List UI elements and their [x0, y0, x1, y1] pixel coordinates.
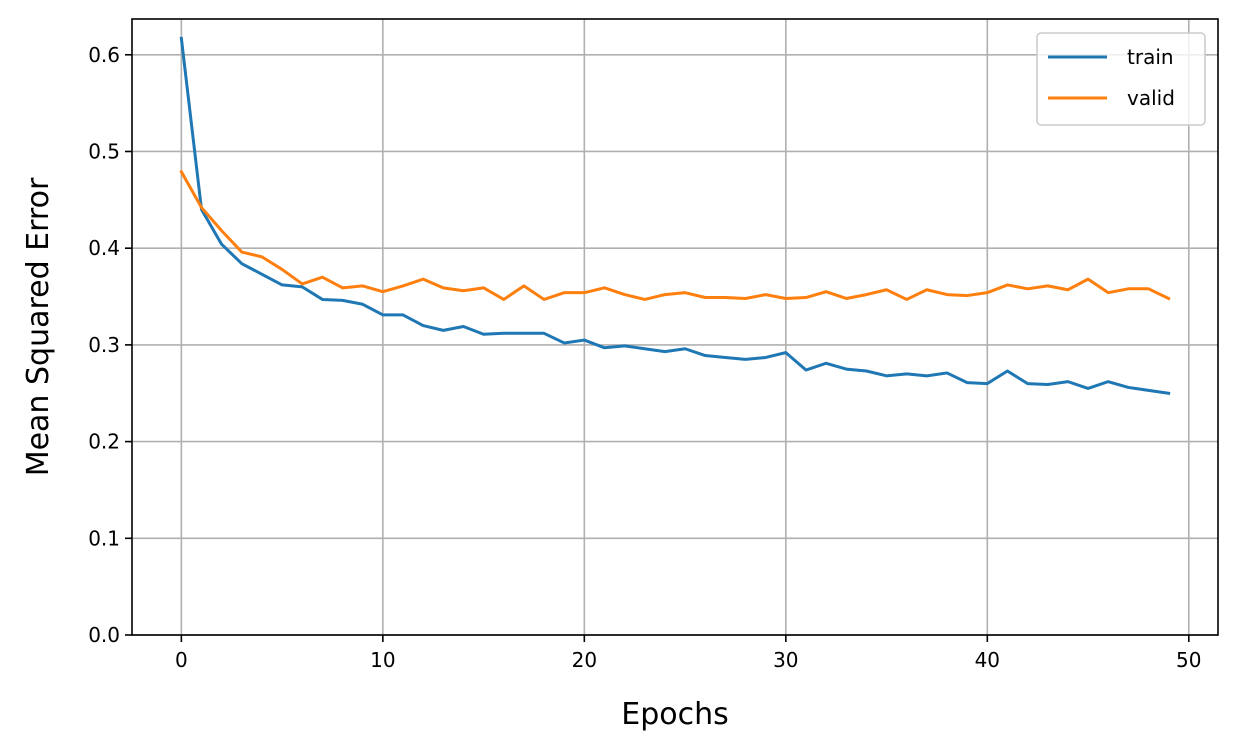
- legend-box: [1036, 32, 1206, 126]
- y-axis-title: Mean Squared Error: [21, 177, 56, 476]
- x-tick-label: 0: [175, 648, 188, 672]
- plot-frame: [131, 18, 1219, 636]
- y-tick-label: 0.2: [88, 430, 120, 454]
- x-tick-label: 10: [370, 648, 395, 672]
- x-tick-label: 40: [975, 648, 1000, 672]
- x-tick-label: 50: [1176, 648, 1201, 672]
- legend-label-valid: valid: [1127, 86, 1175, 110]
- y-tick-label: 0.1: [88, 526, 120, 550]
- legend: train valid: [1036, 32, 1206, 126]
- x-tick-label: 20: [572, 648, 597, 672]
- axis-ticks: 0 10 20 30 40 50 0.0 0.1 0.2 0.3 0.4 0.5 0.6: [88, 43, 1201, 672]
- series-lines: [179, 36, 1171, 395]
- y-tick-label: 0.5: [88, 139, 120, 163]
- y-tick-label: 0.3: [88, 333, 120, 357]
- x-tick-label: 30: [773, 648, 798, 672]
- y-tick-label: 0.4: [88, 236, 120, 260]
- x-axis-title: Epochs: [621, 697, 729, 732]
- legend-label-train: train: [1127, 45, 1174, 69]
- series-line-valid: [179, 169, 1171, 301]
- series-line-train: [179, 36, 1171, 395]
- y-tick-label: 0.6: [88, 43, 120, 67]
- y-tick-label: 0.0: [88, 623, 120, 647]
